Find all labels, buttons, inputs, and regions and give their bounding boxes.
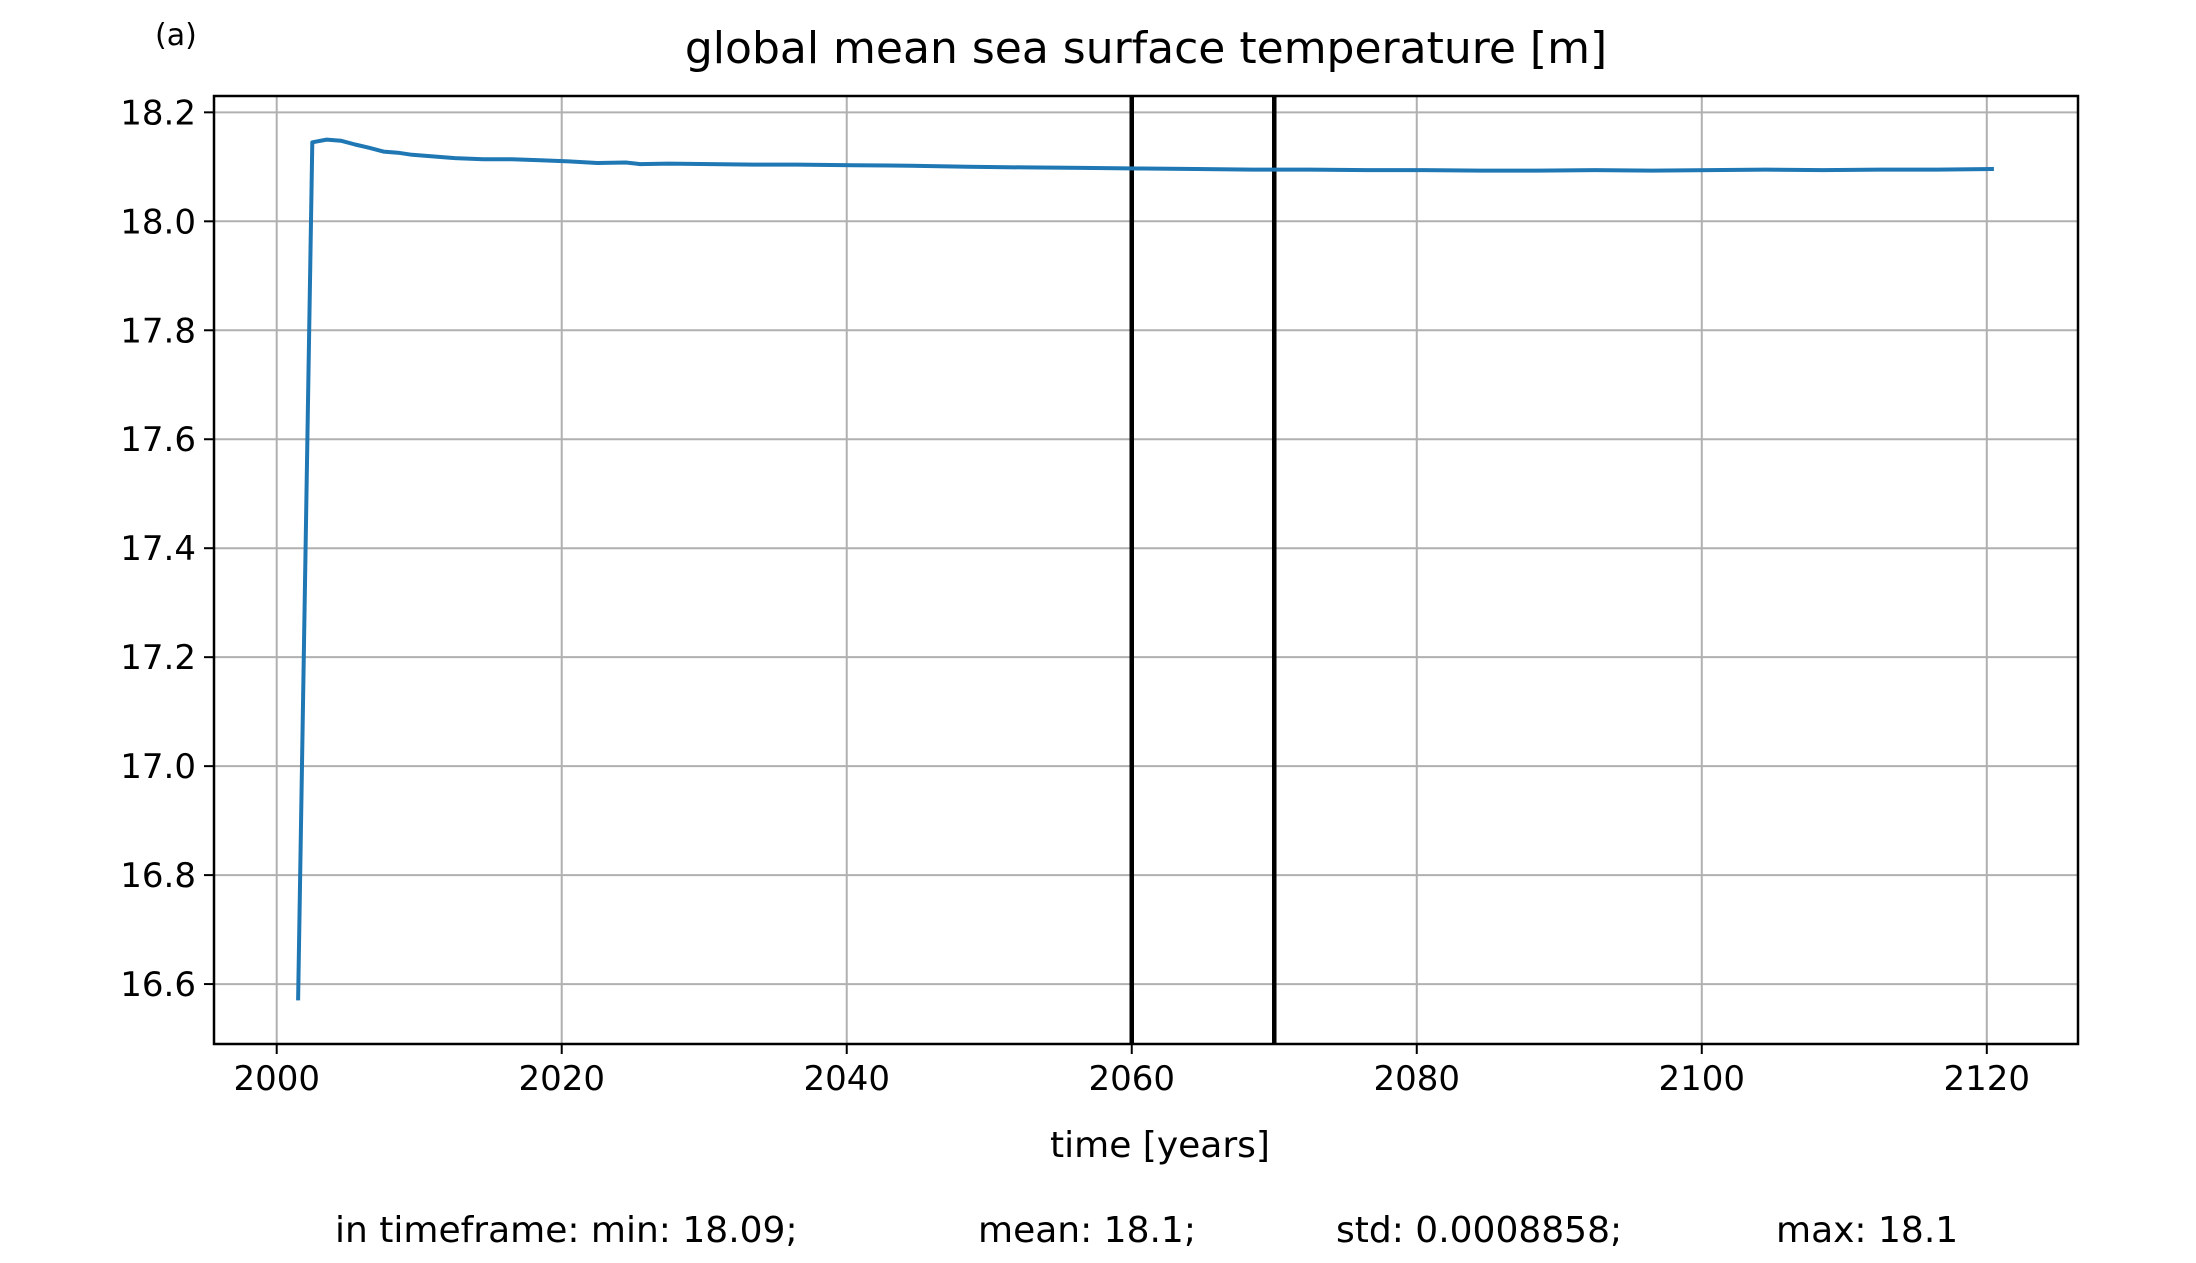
x-tick-label: 2040 bbox=[803, 1059, 890, 1099]
reference-lines bbox=[1129, 96, 1277, 1044]
x-axis-label: time [years] bbox=[1050, 1125, 1270, 1166]
y-tick-label: 17.2 bbox=[120, 638, 196, 678]
y-axis: 16.6 16.8 17.0 17.2 17.4 17.6 17.8 18.0 18.2 bbox=[120, 93, 214, 1005]
y-tick-label: 17.6 bbox=[120, 420, 196, 460]
stats-mean: mean: 18.1; bbox=[978, 1210, 1196, 1251]
x-tick-label: 2020 bbox=[518, 1059, 605, 1099]
y-tick-label: 18.2 bbox=[120, 93, 196, 133]
y-tick-label: 17.0 bbox=[120, 747, 196, 787]
x-tick-label: 2080 bbox=[1373, 1059, 1460, 1099]
chart-title: global mean sea surface temperature [m] bbox=[685, 23, 1607, 74]
data-series bbox=[296, 137, 1994, 1001]
y-tick-label: 17.4 bbox=[120, 529, 196, 569]
grid-lines bbox=[214, 96, 2078, 1044]
y-tick-label: 16.6 bbox=[120, 965, 196, 1005]
y-tick-label: 18.0 bbox=[120, 202, 196, 242]
y-tick-label: 17.8 bbox=[120, 311, 196, 351]
x-tick-label: 2120 bbox=[1944, 1059, 2031, 1099]
x-tick-label: 2100 bbox=[1659, 1059, 1746, 1099]
stats-min: in timeframe: min: 18.09; bbox=[335, 1210, 798, 1251]
x-tick-label: 2000 bbox=[233, 1059, 320, 1099]
x-axis: 2000 2020 2040 2060 2080 2100 2120 bbox=[233, 1044, 2030, 1099]
plot-frame bbox=[212, 94, 2080, 1046]
stats-max: max: 18.1 bbox=[1776, 1210, 1958, 1251]
series-line bbox=[296, 137, 1994, 1001]
x-tick-label: 2060 bbox=[1088, 1059, 1175, 1099]
y-tick-label: 16.8 bbox=[120, 856, 196, 896]
stats-std: std: 0.0008858; bbox=[1336, 1210, 1622, 1251]
panel-label: (a) bbox=[155, 18, 197, 53]
